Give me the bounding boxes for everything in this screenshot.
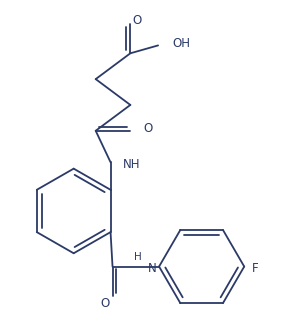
Text: NH: NH bbox=[122, 158, 140, 171]
Text: O: O bbox=[100, 297, 109, 310]
Text: O: O bbox=[133, 14, 142, 27]
Text: O: O bbox=[143, 122, 153, 135]
Text: N: N bbox=[148, 262, 156, 275]
Text: F: F bbox=[252, 262, 259, 275]
Text: OH: OH bbox=[172, 37, 190, 50]
Text: H: H bbox=[134, 252, 142, 262]
